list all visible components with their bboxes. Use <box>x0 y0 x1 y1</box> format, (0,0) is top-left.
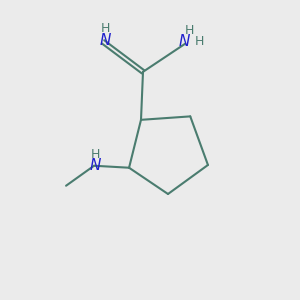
Text: N: N <box>99 33 111 48</box>
Text: H: H <box>194 35 204 48</box>
Text: H: H <box>90 148 100 161</box>
Text: H: H <box>100 22 110 35</box>
Text: N: N <box>178 34 190 49</box>
Text: N: N <box>89 158 101 173</box>
Text: H: H <box>184 24 194 37</box>
